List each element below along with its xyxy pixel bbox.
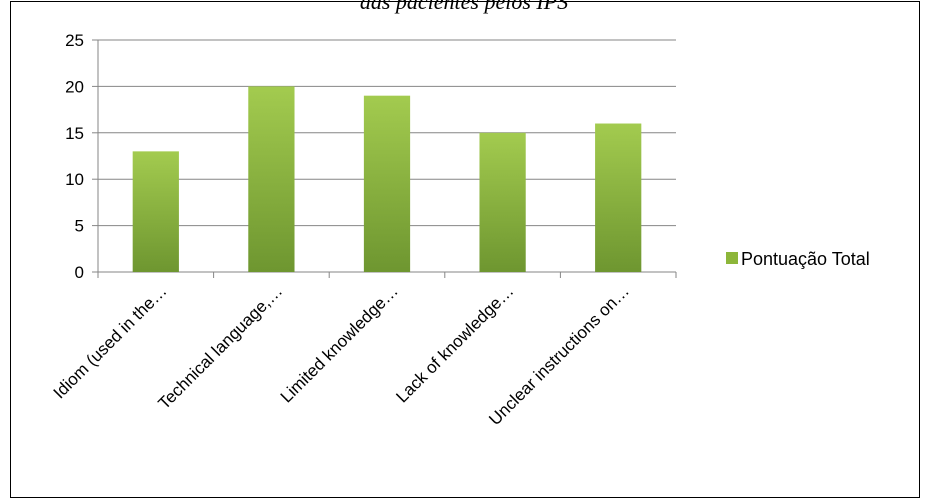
chart-frame — [10, 1, 920, 498]
x-tick-label: Limited knowledge… — [277, 281, 402, 406]
legend-label: Pontuação Total — [741, 249, 870, 269]
bar — [248, 86, 295, 273]
y-tick-label: 0 — [75, 263, 84, 282]
y-tick-label: 15 — [65, 124, 84, 143]
bar — [595, 123, 642, 273]
legend-swatch — [726, 252, 738, 264]
bar — [363, 95, 411, 273]
y-tick-label: 5 — [75, 217, 84, 236]
bar — [132, 151, 179, 272]
y-tick-label: 25 — [65, 31, 84, 50]
y-tick-labels: 0 5 10 15 20 25 — [65, 31, 84, 282]
page-title: das pacientes pelos IPS — [359, 0, 569, 14]
y-tick-label: 20 — [65, 77, 84, 96]
bars — [132, 86, 642, 273]
y-tick-label: 10 — [65, 170, 84, 189]
legend: Pontuação Total — [726, 249, 870, 269]
x-tick-labels: Idiom (used in the…Technical language,…L… — [50, 281, 633, 429]
bar — [479, 132, 526, 272]
x-tick-label: Lack of knowledge… — [392, 281, 517, 406]
x-tick-label: Idiom (used in the… — [50, 281, 171, 402]
x-tick-label: Technical language,… — [155, 281, 287, 413]
